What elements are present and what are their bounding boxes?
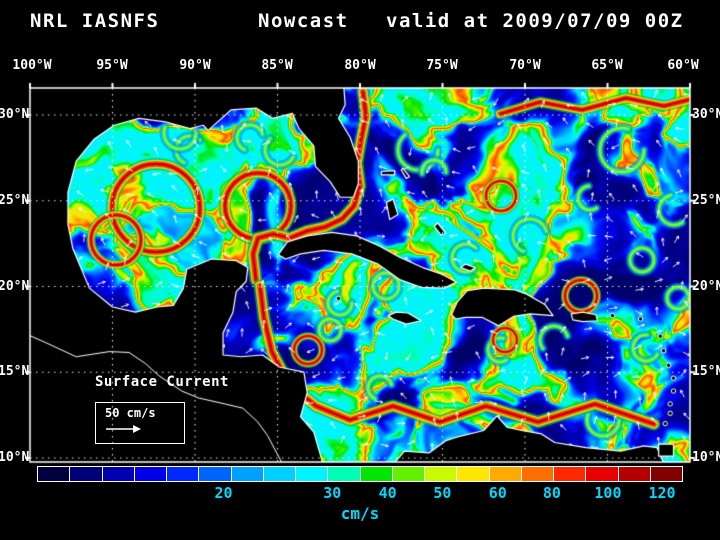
colorbar-cell [424, 467, 457, 481]
colorbar [37, 466, 683, 482]
colorbar-cell [295, 467, 328, 481]
colorbar-tick-label: 40 [378, 484, 397, 502]
lat-tick-label: 20°N [0, 279, 30, 294]
map-canvas [24, 82, 696, 468]
colorbar-cell [230, 467, 263, 481]
lat-tick-label: 25°N [0, 193, 30, 208]
product-name: Nowcast [258, 10, 349, 32]
colorbar-tick-label: 120 [648, 484, 676, 502]
surface-current-label: Surface Current [95, 374, 229, 390]
colorbar-cell [617, 467, 650, 481]
lon-tick-label: 75°W [426, 58, 458, 73]
colorbar-cell [38, 467, 70, 481]
colorbar-cell [133, 467, 166, 481]
lat-tick-label: 25°N [692, 193, 720, 208]
colorbar-tick-label: 20 [214, 484, 233, 502]
lat-tick-label: 10°N [692, 450, 720, 465]
lon-tick-label: 80°W [344, 58, 376, 73]
colorbar-tick-label: 60 [488, 484, 507, 502]
lon-tick-label: 85°W [261, 58, 293, 73]
colorbar-cell [553, 467, 586, 481]
lat-tick-label: 10°N [0, 450, 30, 465]
model-name: NRL IASNFS [30, 10, 160, 32]
lon-tick-label: 65°W [591, 58, 623, 73]
colorbar-tick-label: 30 [323, 484, 342, 502]
colorbar-cell [327, 467, 360, 481]
current-scale-box: 50 cm/s [95, 402, 185, 444]
colorbar-cell [359, 467, 392, 481]
colorbar-cell [166, 467, 199, 481]
lon-tick-label: 90°W [179, 58, 211, 73]
colorbar-cell [69, 467, 102, 481]
lat-tick-label: 30°N [692, 107, 720, 122]
colorbar-cell [456, 467, 489, 481]
colorbar-cell [391, 467, 424, 481]
lon-tick-label: 60°W [667, 58, 699, 73]
valid-time: valid at 2009/07/09 00Z [386, 10, 684, 32]
lon-tick-label: 100°W [12, 58, 52, 73]
scale-arrow-icon [106, 425, 141, 433]
colorbar-cell [585, 467, 618, 481]
lon-tick-label: 70°W [509, 58, 541, 73]
colorbar-tick-label: 80 [542, 484, 561, 502]
lon-tick-label: 95°W [96, 58, 128, 73]
lat-tick-label: 15°N [692, 364, 720, 379]
scale-value-label: 50 cm/s [105, 406, 156, 420]
colorbar-units-label: cm/s [340, 504, 380, 523]
colorbar-cell [101, 467, 134, 481]
colorbar-tick-label: 100 [594, 484, 622, 502]
colorbar-tick-label: 50 [433, 484, 452, 502]
colorbar-cell [262, 467, 295, 481]
lat-tick-label: 15°N [0, 364, 30, 379]
colorbar-cell [520, 467, 553, 481]
colorbar-cell [649, 467, 682, 481]
lat-tick-label: 30°N [0, 107, 30, 122]
colorbar-cell [488, 467, 521, 481]
lat-tick-label: 20°N [692, 279, 720, 294]
colorbar-cell [198, 467, 231, 481]
